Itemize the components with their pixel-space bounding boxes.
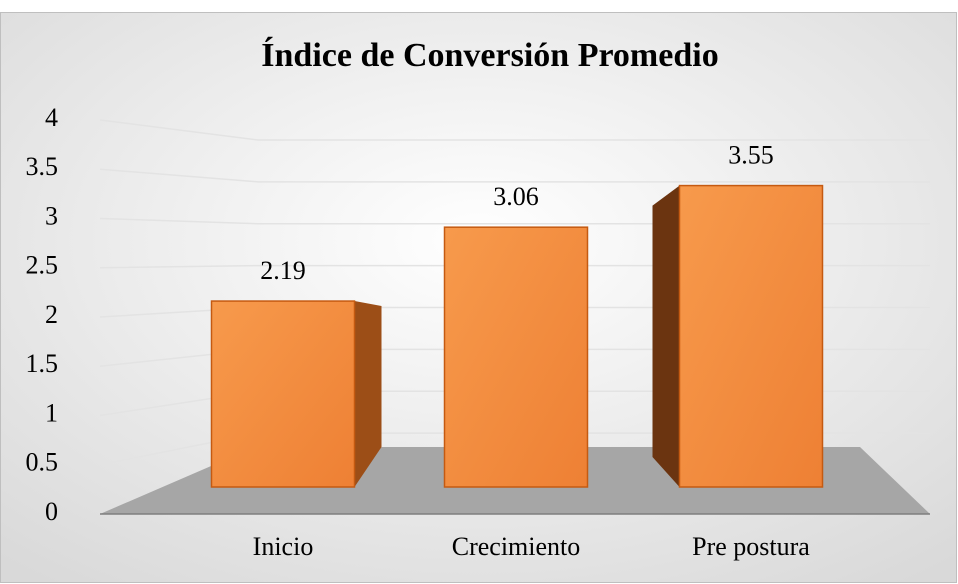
value-label: 3.55	[728, 141, 774, 170]
y-tick-label: 1.5	[26, 349, 59, 378]
bar-side	[354, 301, 382, 487]
y-tick-label: 4	[45, 103, 58, 132]
y-tick-label: 3.5	[26, 152, 59, 181]
bar	[443, 226, 589, 488]
y-tick-label: 3	[45, 201, 58, 230]
y-tick-label: 2.5	[26, 251, 59, 280]
bar	[678, 184, 824, 488]
bar	[210, 300, 356, 488]
bars: 2.19 3.06 3.55	[210, 141, 824, 488]
grid-line	[99, 168, 930, 183]
y-tick-label: 1	[45, 398, 58, 427]
grid-line	[99, 119, 930, 141]
y-tick-label: 0.5	[26, 448, 59, 477]
chart-title: Índice de Conversión Promedio	[261, 37, 718, 74]
x-tick-label: Crecimiento	[452, 532, 581, 561]
x-tick-label: Pre postura	[692, 532, 810, 561]
x-tick-label: Inicio	[253, 532, 314, 561]
value-label: 2.19	[260, 256, 306, 285]
y-tick-label: 2	[45, 300, 58, 329]
value-label: 3.06	[493, 182, 539, 211]
y-tick-label: 0	[45, 497, 58, 526]
bar-side	[652, 185, 680, 488]
